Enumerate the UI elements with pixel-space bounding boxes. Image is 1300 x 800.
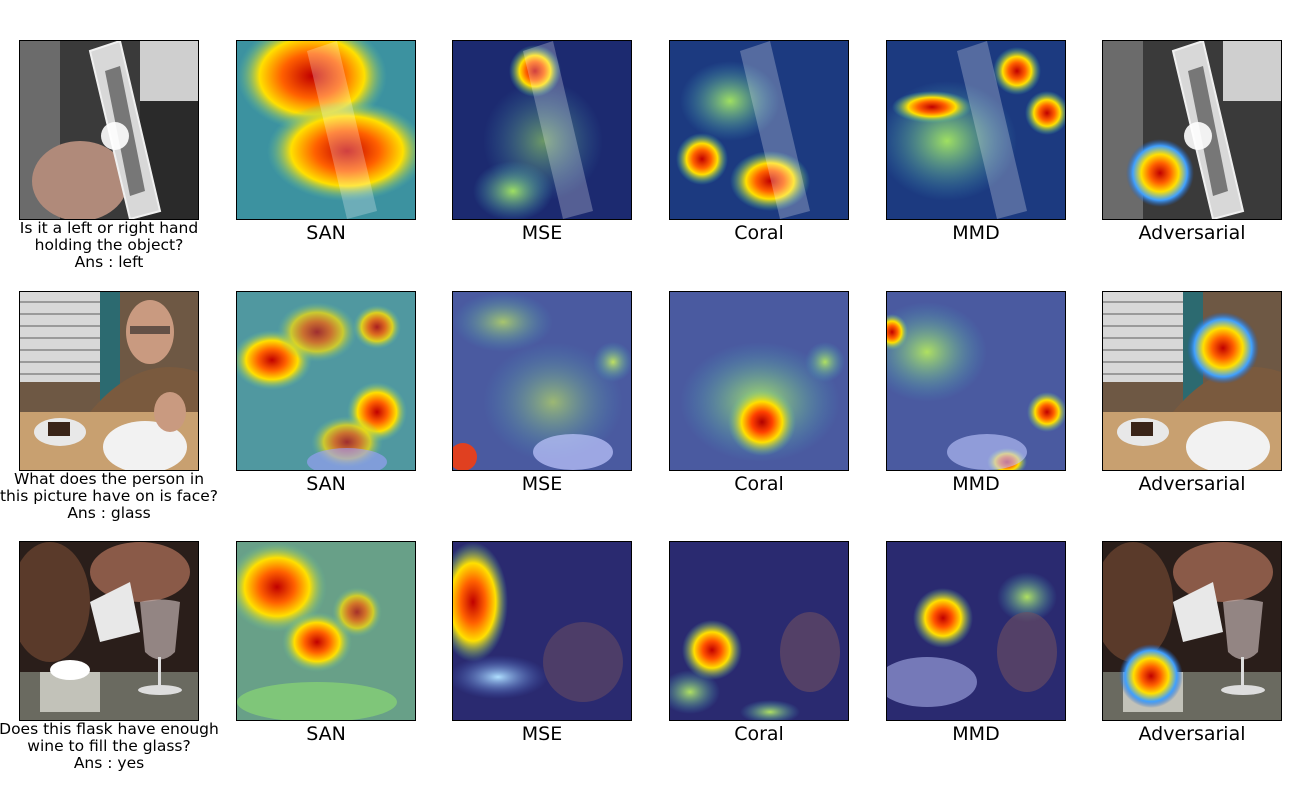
attention-map-coral bbox=[669, 541, 849, 721]
attention-map-mse bbox=[452, 291, 632, 471]
method-label: Coral bbox=[734, 723, 784, 745]
figure-row-1: Is it a left or right hand holding the o… bbox=[0, 40, 1300, 280]
attention-map-adversarial bbox=[1102, 291, 1282, 471]
question-caption: Is it a left or right hand holding the o… bbox=[19, 219, 199, 271]
attention-map-mmd bbox=[886, 541, 1066, 721]
method-label: Coral bbox=[734, 222, 784, 244]
attention-map-mmd bbox=[886, 291, 1066, 471]
attention-map-mse bbox=[452, 40, 632, 220]
attention-map-adversarial bbox=[1102, 40, 1282, 220]
question-caption: Does this flask have enough wine to fill… bbox=[0, 720, 219, 772]
question-caption: What does the person in this picture hav… bbox=[0, 470, 218, 522]
attention-map-coral bbox=[669, 291, 849, 471]
method-label: MMD bbox=[952, 723, 1000, 745]
method-label: MMD bbox=[952, 222, 1000, 244]
attention-map-mse bbox=[452, 541, 632, 721]
figure-row-3: Does this flask have enough wine to fill… bbox=[0, 541, 1300, 781]
attention-map-san bbox=[236, 541, 416, 721]
method-label: Adversarial bbox=[1138, 222, 1246, 244]
original-image-person-eating bbox=[19, 291, 199, 471]
original-image-hand-object bbox=[19, 40, 199, 220]
method-label: SAN bbox=[306, 473, 346, 495]
figure-row-2: What does the person in this picture hav… bbox=[0, 291, 1300, 531]
method-label: Coral bbox=[734, 473, 784, 495]
method-label: SAN bbox=[306, 723, 346, 745]
attention-map-coral bbox=[669, 40, 849, 220]
method-label: MSE bbox=[521, 222, 563, 244]
method-label: MSE bbox=[521, 473, 563, 495]
method-label: Adversarial bbox=[1138, 723, 1246, 745]
method-label: MSE bbox=[521, 723, 563, 745]
attention-map-san bbox=[236, 40, 416, 220]
original-image-wine-glass bbox=[19, 541, 199, 721]
attention-map-adversarial bbox=[1102, 541, 1282, 721]
attention-map-mmd bbox=[886, 40, 1066, 220]
method-label: Adversarial bbox=[1138, 473, 1246, 495]
method-label: MMD bbox=[952, 473, 1000, 495]
method-label: SAN bbox=[306, 222, 346, 244]
attention-map-san bbox=[236, 291, 416, 471]
